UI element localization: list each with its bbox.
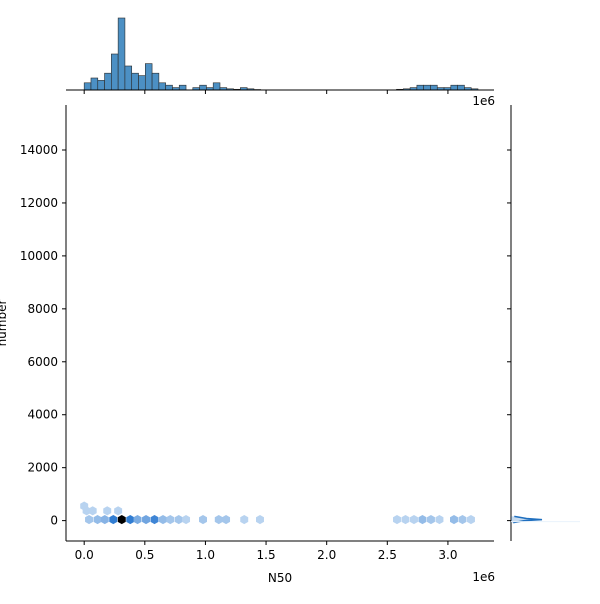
hexbin-cell — [114, 506, 122, 515]
hexbin-cell — [467, 515, 475, 524]
histogram-bar — [159, 83, 166, 90]
histogram-bar — [458, 85, 465, 90]
top-histogram — [66, 18, 494, 94]
hexbin-cell — [159, 515, 167, 524]
histogram-bar — [132, 73, 139, 90]
histogram-bar — [84, 83, 91, 90]
histogram-bar — [145, 64, 152, 90]
histogram-bar — [166, 85, 173, 90]
y-tick-label: 2000 — [27, 461, 58, 475]
hexbin-cell — [134, 515, 142, 524]
histogram-bar — [424, 85, 431, 90]
y-tick-label: 14000 — [20, 143, 58, 157]
hexbin-cell — [85, 515, 93, 524]
hexbin-cell — [199, 515, 207, 524]
hexbin-cell — [402, 515, 410, 524]
hexbin-cell — [215, 515, 223, 524]
hexbin-cell — [109, 515, 117, 524]
y-tick-label: 12000 — [20, 196, 58, 210]
hexbin-cell — [89, 506, 97, 515]
histogram-bar — [451, 85, 458, 90]
y-tick-label: 10000 — [20, 249, 58, 263]
y-tick-label: 8000 — [27, 302, 58, 316]
histogram-bar — [430, 85, 437, 90]
histogram-bar — [125, 66, 132, 90]
hexbin-cell — [222, 515, 230, 524]
x-tick-label: 2.0 — [317, 548, 336, 562]
hexbin-cell — [427, 515, 435, 524]
y-tick-label: 4000 — [27, 408, 58, 422]
hexbin-cell — [94, 515, 102, 524]
x-tick-label: 0.0 — [75, 548, 94, 562]
hexbin-cell — [101, 515, 109, 524]
histogram-bar — [111, 54, 118, 90]
hexbin-cell — [410, 515, 418, 524]
histogram-bar — [152, 73, 159, 90]
histogram-bar — [105, 73, 112, 90]
right-density — [507, 105, 580, 541]
histogram-bar — [139, 76, 146, 90]
hexbin-cell — [175, 515, 183, 524]
histogram-bar — [417, 85, 424, 90]
x-tick-label: 3.0 — [438, 548, 457, 562]
hexbin-cell — [151, 515, 159, 524]
hexbin-cell — [182, 515, 190, 524]
axis-labels: N50 number 1e6 1e6 — [0, 94, 495, 585]
x-tick-label: 0.5 — [135, 548, 154, 562]
histogram-bar — [118, 18, 125, 90]
x-tick-label: 1.5 — [257, 548, 276, 562]
main-axes: 0.0 0.5 1.0 1.5 2.0 2.5 3.0 0 2000 4000 6000 8000 10… — [20, 105, 494, 562]
hexbin-cell — [418, 515, 426, 524]
hexbin-cell — [103, 506, 111, 515]
hexbin-cell — [240, 515, 248, 524]
histogram-bar — [200, 85, 207, 90]
hexbin-cell — [450, 515, 458, 524]
hexbin-cell — [256, 515, 264, 524]
hexbin-cell — [126, 515, 134, 524]
histogram-bar — [213, 83, 220, 90]
hexbin-cell — [458, 515, 466, 524]
histogram-bar — [98, 80, 105, 90]
hexbin-cell — [118, 515, 126, 524]
y-axis-label: number — [0, 300, 9, 347]
top-histogram-offset-label: 1e6 — [472, 94, 495, 108]
x-axis-label: N50 — [268, 571, 292, 585]
hexbin-cell — [166, 515, 174, 524]
hexbin-cell — [435, 515, 443, 524]
x-tick-label: 1.0 — [196, 548, 215, 562]
x-tick-label: 2.5 — [378, 548, 397, 562]
hexbin-cell — [393, 515, 401, 524]
y-tick-label: 6000 — [27, 355, 58, 369]
hexbin-layer — [80, 501, 475, 524]
histogram-bar — [179, 85, 186, 90]
x-axis-offset-label: 1e6 — [472, 570, 495, 584]
y-tick-label: 0 — [50, 514, 58, 528]
hexbin-cell — [142, 515, 150, 524]
histogram-bar — [91, 78, 98, 90]
